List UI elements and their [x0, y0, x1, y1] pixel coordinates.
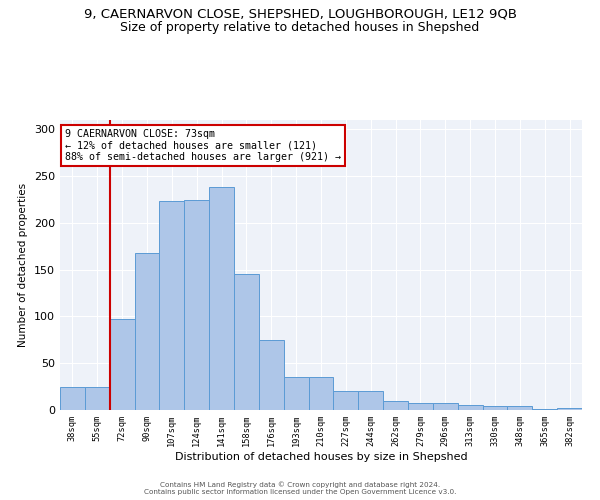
Y-axis label: Number of detached properties: Number of detached properties — [19, 183, 28, 347]
Bar — [433, 402, 458, 410]
Bar — [60, 386, 85, 410]
Bar — [532, 409, 557, 410]
Bar — [234, 274, 259, 410]
Bar — [383, 400, 408, 410]
Bar — [508, 406, 532, 410]
Text: Size of property relative to detached houses in Shepshed: Size of property relative to detached ho… — [121, 21, 479, 34]
Bar — [160, 202, 184, 410]
Text: Distribution of detached houses by size in Shepshed: Distribution of detached houses by size … — [175, 452, 467, 462]
Bar — [110, 320, 134, 410]
Text: 9, CAERNARVON CLOSE, SHEPSHED, LOUGHBOROUGH, LE12 9QB: 9, CAERNARVON CLOSE, SHEPSHED, LOUGHBORO… — [83, 8, 517, 20]
Bar — [284, 378, 308, 410]
Bar — [308, 378, 334, 410]
Bar — [557, 408, 582, 410]
Bar — [458, 406, 482, 410]
Text: Contains HM Land Registry data © Crown copyright and database right 2024.
Contai: Contains HM Land Registry data © Crown c… — [144, 482, 456, 495]
Bar — [134, 253, 160, 410]
Bar — [259, 340, 284, 410]
Text: 9 CAERNARVON CLOSE: 73sqm
← 12% of detached houses are smaller (121)
88% of semi: 9 CAERNARVON CLOSE: 73sqm ← 12% of detac… — [65, 128, 341, 162]
Bar — [85, 386, 110, 410]
Bar — [358, 392, 383, 410]
Bar — [184, 200, 209, 410]
Bar — [482, 406, 508, 410]
Bar — [334, 392, 358, 410]
Bar — [408, 402, 433, 410]
Bar — [209, 188, 234, 410]
